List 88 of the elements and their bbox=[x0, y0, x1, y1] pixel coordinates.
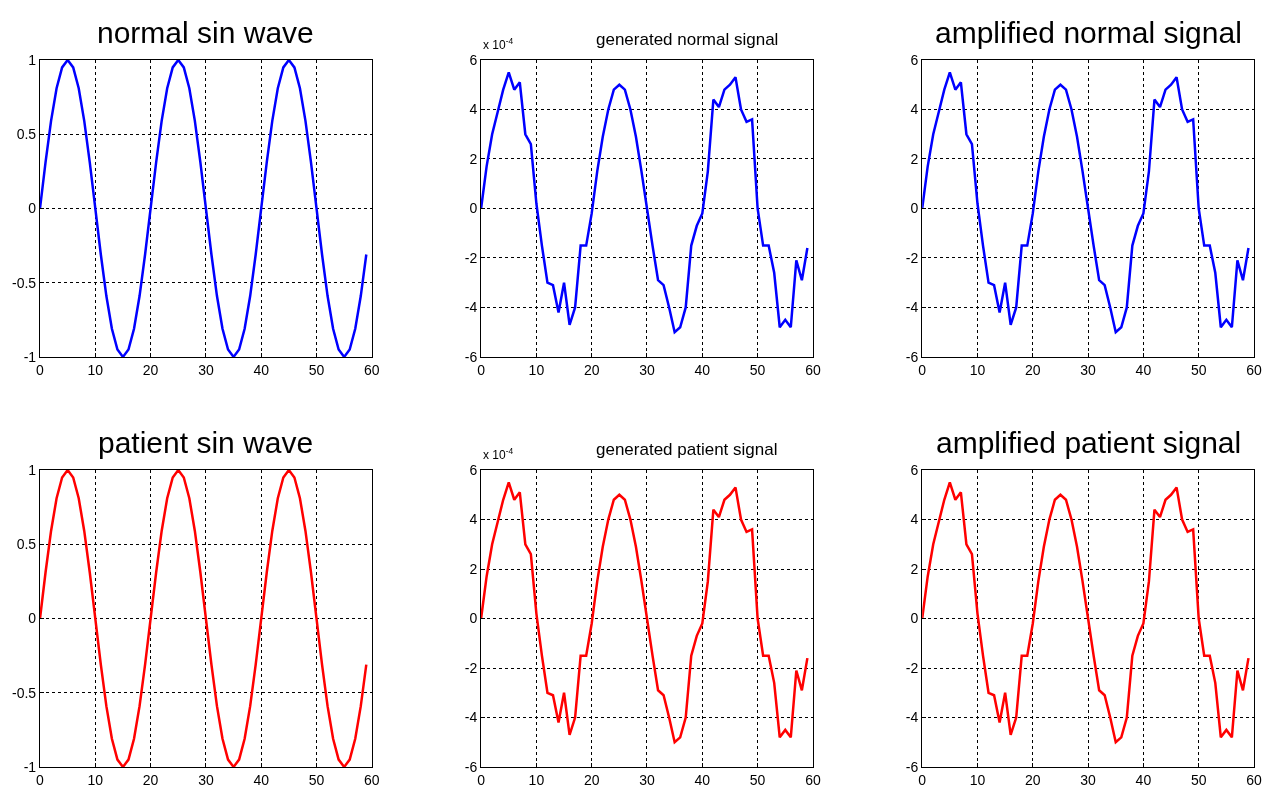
y-tick-label: -4 bbox=[905, 709, 919, 726]
x-tick-label: 30 bbox=[198, 771, 214, 788]
y-tick-label: 6 bbox=[910, 461, 919, 478]
x-tick-label: 20 bbox=[1024, 771, 1041, 788]
x-tick-label: 10 bbox=[528, 771, 545, 788]
x-tick-label: 60 bbox=[805, 361, 821, 378]
x-tick-label: 10 bbox=[969, 771, 986, 788]
y-tick-label: 2 bbox=[469, 560, 478, 577]
chart-title: amplified normal signal bbox=[935, 16, 1242, 49]
x-tick-label: 60 bbox=[364, 771, 380, 788]
chart-title: generated normal signal bbox=[596, 30, 779, 49]
y-tick-label: 0 bbox=[469, 610, 478, 627]
chart-title: normal sin wave bbox=[97, 16, 314, 49]
x-tick-label: 30 bbox=[639, 771, 655, 788]
x-tick-label: 20 bbox=[583, 771, 600, 788]
x-tick-label: 50 bbox=[1190, 771, 1207, 788]
x-tick-label: 20 bbox=[583, 361, 600, 378]
y-tick-label: 4 bbox=[469, 101, 478, 118]
line-series bbox=[481, 71, 809, 334]
x-tick-label: 50 bbox=[308, 361, 325, 378]
line-series bbox=[40, 470, 368, 767]
y-tick-label: 6 bbox=[910, 51, 919, 68]
y-tick-label: -4 bbox=[464, 709, 478, 726]
line-series bbox=[481, 481, 809, 744]
y-tick-label: -2 bbox=[905, 249, 919, 266]
x-tick-label: 60 bbox=[1246, 361, 1262, 378]
y-tick-label: -2 bbox=[464, 249, 478, 266]
x-tick-label: 30 bbox=[198, 361, 214, 378]
y-tick-label: 6 bbox=[469, 461, 478, 478]
x-tick-label: 20 bbox=[142, 771, 159, 788]
y-tick-label: -0.5 bbox=[11, 684, 37, 701]
x-tick-label: 30 bbox=[1080, 361, 1097, 378]
y-tick-label: -6 bbox=[905, 758, 919, 775]
x-tick-label: 50 bbox=[749, 361, 766, 378]
text: x 10$^{-4}$ bbox=[483, 446, 514, 463]
y-tick-label: -0.5 bbox=[11, 274, 37, 291]
x-tick-label: 20 bbox=[1024, 361, 1041, 378]
y-tick-label: 1 bbox=[28, 461, 37, 478]
chart-title: amplified patient signal bbox=[936, 426, 1242, 459]
y-tick-label: -1 bbox=[23, 758, 37, 775]
y-tick-label: 0 bbox=[469, 200, 478, 217]
y-tick-label: 0.5 bbox=[16, 536, 37, 553]
y-tick-label: -2 bbox=[905, 659, 919, 676]
x-tick-label: 50 bbox=[308, 771, 325, 788]
y-tick-label: 0 bbox=[910, 610, 919, 627]
x-tick-label: 40 bbox=[253, 361, 270, 378]
y-tick-label: 6 bbox=[469, 51, 478, 68]
x-tick-label: 30 bbox=[1080, 771, 1097, 788]
x-tick-label: 30 bbox=[639, 361, 655, 378]
chart-title: generated patient signal bbox=[596, 440, 778, 459]
y-tick-label: 2 bbox=[910, 560, 919, 577]
line-series bbox=[922, 71, 1250, 334]
line-series bbox=[40, 60, 368, 357]
x-tick-label: 50 bbox=[1190, 361, 1207, 378]
x-tick-label: 60 bbox=[1246, 771, 1262, 788]
x-tick-label: 10 bbox=[969, 361, 986, 378]
x-tick-label: 20 bbox=[142, 361, 159, 378]
y-tick-label: 0 bbox=[28, 200, 37, 217]
x-tick-label: 60 bbox=[805, 771, 821, 788]
x-tick-label: 10 bbox=[528, 361, 545, 378]
x-tick-label: 40 bbox=[1135, 771, 1152, 788]
y-tick-label: -2 bbox=[464, 659, 478, 676]
y-tick-label: 0 bbox=[910, 200, 919, 217]
x-tick-label: 60 bbox=[364, 361, 380, 378]
x-tick-label: 40 bbox=[694, 771, 711, 788]
chart-title: patient sin wave bbox=[98, 426, 314, 459]
y-tick-label: -6 bbox=[464, 758, 478, 775]
y-tick-label: 2 bbox=[910, 150, 919, 167]
text: x 10$^{-4}$ bbox=[483, 36, 514, 53]
y-tick-label: -4 bbox=[464, 299, 478, 316]
y-tick-label: -6 bbox=[464, 348, 478, 365]
x-tick-label: 40 bbox=[694, 361, 711, 378]
x-tick-label: 10 bbox=[87, 771, 104, 788]
y-tick-label: 4 bbox=[910, 511, 919, 528]
y-tick-label: 0 bbox=[28, 610, 37, 627]
y-tick-label: 4 bbox=[469, 511, 478, 528]
y-tick-label: -4 bbox=[905, 299, 919, 316]
line-series bbox=[922, 481, 1250, 744]
x-tick-label: 50 bbox=[749, 771, 766, 788]
y-tick-label: 1 bbox=[28, 51, 37, 68]
y-tick-label: -6 bbox=[905, 348, 919, 365]
x-tick-label: 10 bbox=[87, 361, 104, 378]
x-tick-label: 40 bbox=[253, 771, 270, 788]
y-tick-label: 2 bbox=[469, 150, 478, 167]
x-tick-label: 40 bbox=[1135, 361, 1152, 378]
y-tick-label: -1 bbox=[23, 348, 37, 365]
y-tick-label: 0.5 bbox=[16, 126, 37, 143]
y-tick-label: 4 bbox=[910, 101, 919, 118]
